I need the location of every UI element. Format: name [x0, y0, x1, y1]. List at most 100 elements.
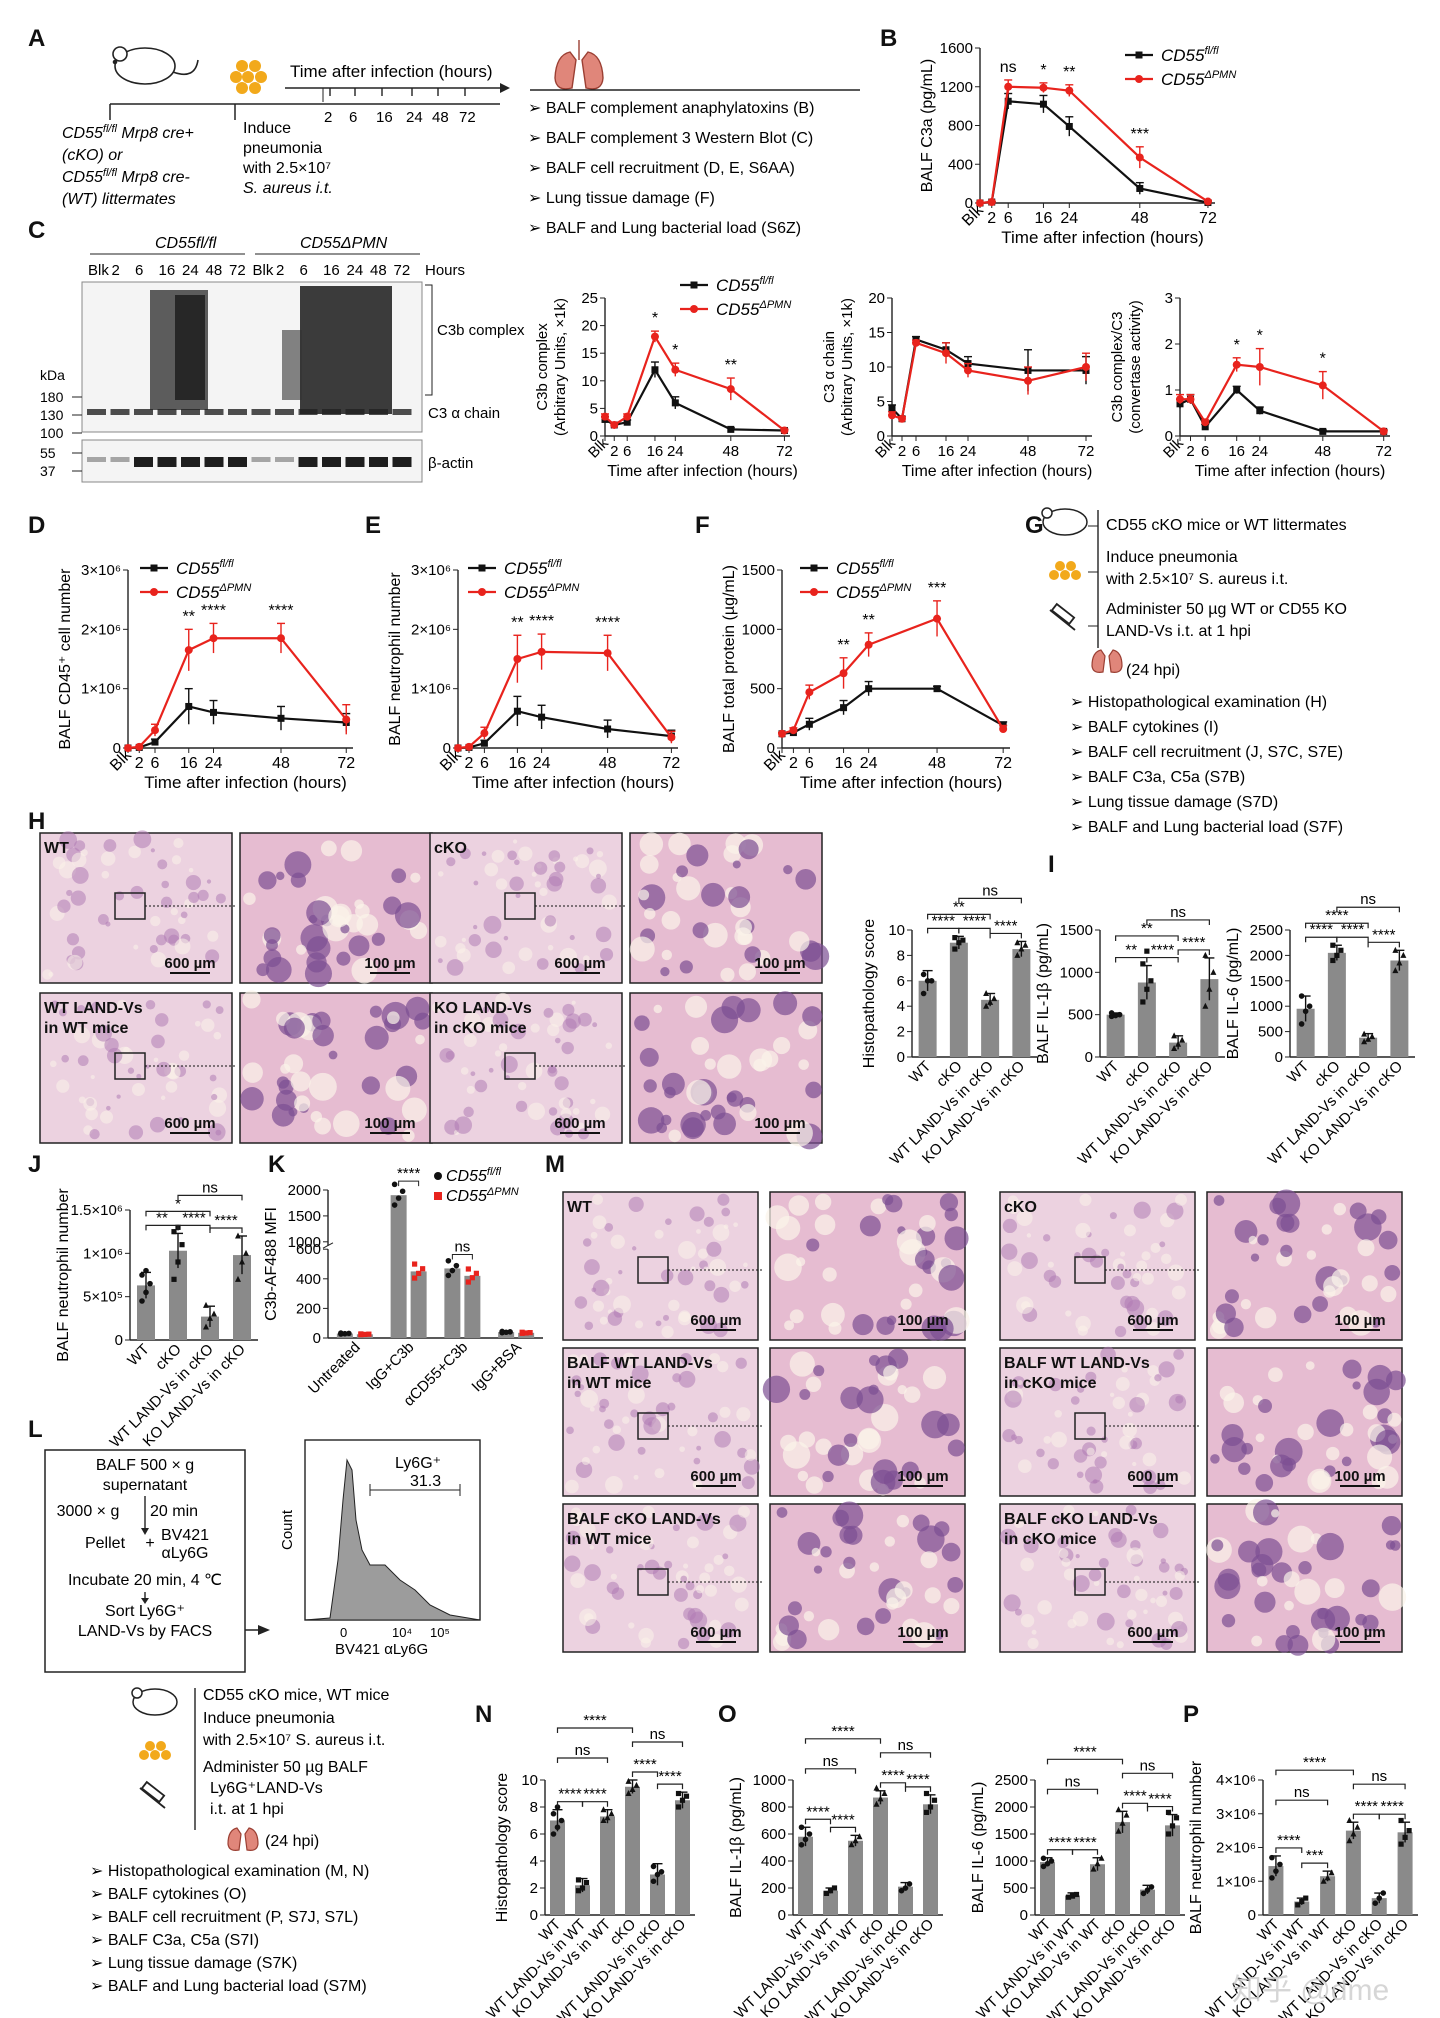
- histology-label: in cKO mice: [1004, 1375, 1097, 1392]
- blot-lane-labels: Blk 2 6 16 24 48 72 Blk 2 6 16 24 48 72: [88, 262, 410, 279]
- significance-label: ***: [1306, 1847, 1324, 1864]
- histology-label: cKO: [1004, 1199, 1037, 1216]
- y-axis-label: C3b-AF488 MFI: [263, 1207, 280, 1321]
- significance-label: ns: [982, 882, 998, 899]
- data-point: [658, 1869, 665, 1875]
- x-tick-label: 72: [1375, 443, 1392, 460]
- data-point: [1144, 986, 1150, 992]
- data-point: [554, 1824, 561, 1831]
- data-point: [1350, 1830, 1357, 1837]
- y-tick-label: 0: [1085, 1049, 1093, 1066]
- y-axis-label: BALF IL-1β (pg/mL): [728, 1777, 745, 1918]
- x-tick-label: 72: [1199, 210, 1217, 227]
- c3-alpha-band: [322, 409, 341, 415]
- y-tick-label: 3×10⁶: [81, 562, 121, 579]
- data-point: [1140, 1890, 1147, 1897]
- data-point: [983, 1002, 990, 1009]
- lung-icon: [554, 40, 604, 90]
- data-point: [960, 937, 966, 943]
- data-point: [877, 1795, 884, 1802]
- x-tick-label: 16: [180, 755, 198, 772]
- significance-bracket: [1301, 1862, 1329, 1869]
- panel-l-step: CD55 cKO mice, WT mice: [203, 1687, 390, 1704]
- data-point: [519, 1329, 525, 1335]
- actin-band: [322, 457, 341, 467]
- significance-bracket: [581, 1801, 609, 1807]
- data-point: [243, 1249, 249, 1256]
- panel-l-readouts: ➢ Histopathological examination (M, N) ➢ …: [90, 1863, 369, 1995]
- panel-c-western-blot: CD55fl/fl CD55ΔPMN Blk 2 6 16 24 48 72 Blk 2 6 16 2…: [40, 235, 525, 483]
- y-tick-label: 500: [1258, 1024, 1283, 1041]
- data-point: [1165, 1831, 1172, 1837]
- data-point: [583, 1880, 590, 1886]
- x-tick-label: 24: [205, 755, 223, 772]
- data-point: [445, 1257, 452, 1264]
- data-point: [852, 1837, 859, 1844]
- y-tick-label: 4: [530, 1853, 538, 1870]
- syringe-icon: [139, 1780, 166, 1809]
- y-tick-label: 500: [750, 681, 775, 698]
- band-label-c3-alpha: C3 α chain: [428, 405, 500, 422]
- lung-icon: [1091, 649, 1123, 673]
- x-tick-label: 16: [509, 755, 527, 772]
- y-tick-label: 400: [761, 1853, 786, 1870]
- significance-label: ns: [1000, 59, 1017, 76]
- data-point: [277, 714, 285, 722]
- panel-l-step: i.t. at 1 hpi: [210, 1801, 284, 1818]
- cell-cluster-icon: [230, 60, 267, 94]
- significance-label: ****: [1355, 1798, 1379, 1815]
- data-point: [550, 1810, 557, 1817]
- data-point: [1098, 1854, 1105, 1861]
- panel-g-step: with 2.5×10⁷ S. aureus i.t.: [1105, 571, 1288, 588]
- y-axis-label: C3 α chain(Arbitrary Units, ×1k): [821, 298, 856, 436]
- data-point: [277, 634, 285, 643]
- data-point: [1073, 1891, 1080, 1898]
- band-label-c3b: C3b complex: [437, 322, 525, 339]
- data-point: [827, 1888, 834, 1894]
- x-axis-label: Time after infection (hours): [1195, 463, 1386, 480]
- data-point: [1201, 423, 1209, 431]
- y-tick-label: 2500: [1250, 922, 1283, 939]
- flow-line: 3000 × g: [57, 1503, 120, 1520]
- significance-bracket: [1305, 922, 1369, 929]
- y-tick-label: 6: [530, 1826, 538, 1843]
- significance-bracket: [804, 1768, 857, 1774]
- panel-g-step: (24 hpi): [1126, 662, 1180, 679]
- histology-label: BALF cKO LAND-Vs: [1004, 1511, 1158, 1528]
- histogram-tick-0: 0: [340, 1625, 347, 1640]
- data-point: [416, 1270, 422, 1276]
- panel-l-step: with 2.5×10⁷ S. aureus i.t.: [202, 1732, 385, 1749]
- significance-bracket: [879, 1782, 907, 1788]
- data-point: [1379, 427, 1388, 436]
- data-point: [1324, 1874, 1331, 1881]
- data-point: [412, 1261, 418, 1267]
- bar: [233, 1255, 251, 1340]
- data-point: [1406, 1828, 1412, 1834]
- x-tick-label: 48: [599, 755, 617, 772]
- cell-cluster-icon: [139, 1741, 171, 1760]
- data-point: [1148, 1884, 1155, 1890]
- significance-label: ****: [1182, 934, 1206, 951]
- histogram-curve: [304, 1458, 481, 1621]
- data-point: [1392, 967, 1399, 974]
- scale-bar-label: 600 µm: [1127, 1468, 1178, 1485]
- data-point: [420, 1266, 426, 1272]
- panel-letter-c: C: [28, 217, 45, 244]
- data-point: [1176, 395, 1184, 404]
- x-tick-label: 24: [860, 755, 878, 772]
- panel-l-step: Administer 50 µg BALF: [203, 1759, 368, 1776]
- significance-bracket: [1336, 906, 1400, 913]
- x-tick-label: Blk: [761, 746, 789, 774]
- legend-marker: [478, 564, 486, 572]
- legend-marker: [434, 1172, 442, 1180]
- significance-bracket: [958, 897, 1022, 904]
- x-tick-label: 6: [912, 443, 920, 460]
- data-point: [499, 1328, 505, 1335]
- data-point: [1186, 395, 1195, 404]
- bar: [1200, 979, 1219, 1057]
- y-tick-label: 1.5×10⁶: [71, 1202, 123, 1219]
- x-tick-label: 72: [337, 755, 355, 772]
